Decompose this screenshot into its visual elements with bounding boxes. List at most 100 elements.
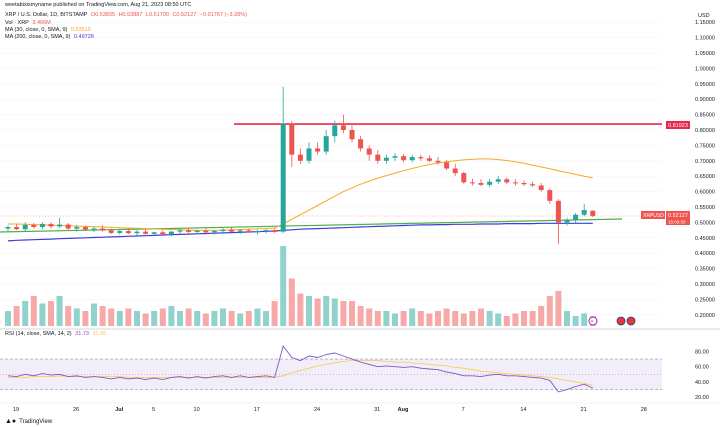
candle (39, 222, 45, 230)
price-tick-label: 0.80000 (695, 128, 715, 134)
volume-bar (263, 311, 269, 326)
volume-bar (22, 301, 29, 326)
candle (160, 230, 166, 236)
time-axis[interactable]: 19 26 Jul 5 10 17 24 31 Aug 7 14 21 28 (13, 407, 647, 413)
symbol-title: XRP / U.S. Dollar, 1D, BITSTAMP (5, 12, 88, 18)
volume-bar (211, 311, 218, 326)
candle (358, 136, 364, 152)
ohlc-open: O0.53835 (90, 12, 116, 18)
candle (564, 217, 570, 226)
rsi-ma-line (8, 360, 593, 386)
candle (57, 217, 63, 228)
candle (461, 171, 467, 184)
ma200-legend[interactable]: MA (200, close, 0, SMA, 9) 0.49728 (5, 34, 96, 41)
volume-bar (30, 296, 37, 326)
price-tick-label: 0.40000 (695, 251, 715, 257)
ma200-label: MA (200, close, 0, SMA, 9) (5, 34, 71, 40)
candle (392, 153, 398, 161)
price-axis[interactable]: 1.15000 1.10000 1.05000 1.00000 0.95000 0.900… (695, 20, 715, 319)
candle (246, 228, 252, 233)
candle (31, 223, 37, 229)
price-tick-label: 1.05000 (695, 51, 715, 57)
time-tick-label: 28 (641, 407, 647, 413)
candle (590, 210, 596, 218)
volume-bar (237, 313, 244, 326)
tradingview-brand[interactable]: ▲● TradingView (5, 418, 52, 425)
volume-bar (91, 303, 97, 326)
volume-bar (581, 313, 588, 326)
volume-bar (159, 308, 166, 326)
price-gridlines (0, 21, 662, 316)
candle (5, 225, 11, 232)
resistance-price-value: 0.81923 (668, 123, 688, 129)
ohlc-low: L0.51700 (145, 12, 169, 18)
volume-bar (56, 296, 63, 326)
volume-bar (202, 313, 209, 326)
volume-bar (546, 296, 553, 326)
volume-bar (168, 306, 175, 326)
candle (444, 160, 450, 171)
rsi-axis[interactable]: 80.00 60.00 40.00 20.00 (695, 349, 709, 401)
volume-bar (82, 311, 89, 326)
volume-bar (564, 311, 570, 326)
candle (555, 199, 561, 244)
rsi-tick-label: 20.00 (695, 395, 709, 401)
candle (478, 179, 484, 187)
volume-bar (426, 313, 433, 326)
volume-bar (572, 316, 579, 326)
ma30-value: 0.53519 (70, 27, 91, 33)
volume-bar (486, 311, 493, 326)
volume-bar (495, 313, 502, 326)
price-tick-label: 0.35000 (695, 267, 715, 273)
rsi-legend[interactable]: RSI (14, close, SMA, 14, 2) 31.73 31.66 (5, 331, 108, 338)
candle (203, 228, 209, 234)
us-flag-icon-2[interactable] (626, 316, 636, 326)
rsi-tick-label: 40.00 (695, 380, 709, 386)
volume-bar (254, 308, 261, 326)
candle (91, 226, 97, 233)
volume-bar (306, 296, 312, 326)
volume-bar (134, 311, 140, 326)
time-tick-label: 31 (374, 407, 380, 413)
time-tick-label: 7 (462, 407, 465, 413)
volume-bar (271, 301, 278, 326)
symbol-legend[interactable]: XRP / U.S. Dollar, 1D, BITSTAMP O0.53835… (5, 12, 249, 19)
volume-bar (5, 311, 11, 326)
volume-bar (383, 311, 390, 326)
volume-bar (220, 308, 226, 326)
candle (100, 225, 106, 232)
volume-bar (392, 313, 398, 326)
candle (272, 228, 278, 233)
ma30-legend[interactable]: MA (30, close, 0, SMA, 9) 0.53519 (5, 27, 93, 34)
candle (280, 86, 286, 234)
ohlc-close: C0.52127 (172, 12, 197, 18)
price-tick-label: 0.60000 (695, 190, 715, 196)
event-marker-icon[interactable] (588, 316, 598, 326)
volume-bar (443, 308, 450, 326)
volume-bar (503, 316, 510, 326)
tradingview-brand-label: TradingView (19, 418, 53, 425)
us-flag-icon[interactable] (616, 316, 626, 326)
candle (349, 125, 355, 143)
candle (409, 154, 415, 163)
price-tick-label: 0.30000 (695, 282, 715, 288)
price-tick-label: 0.50000 (695, 220, 715, 226)
volume-legend[interactable]: Vol · XRP 3.466M (5, 20, 53, 27)
volume-bar (99, 306, 106, 326)
volume-bar (116, 311, 123, 326)
candle (263, 229, 269, 234)
volume-bar (521, 311, 527, 326)
volume-bar (108, 308, 115, 326)
volume-bar (357, 306, 364, 326)
time-tick-label: 19 (13, 407, 19, 413)
candle (108, 228, 114, 235)
time-tick-label: 5 (152, 407, 155, 413)
candle (538, 182, 544, 192)
volume-bar (469, 311, 476, 326)
candle (14, 223, 20, 231)
candle (547, 188, 553, 204)
candle (530, 181, 536, 187)
candle (521, 180, 527, 187)
rsi-ma-value: 31.66 (92, 331, 107, 337)
